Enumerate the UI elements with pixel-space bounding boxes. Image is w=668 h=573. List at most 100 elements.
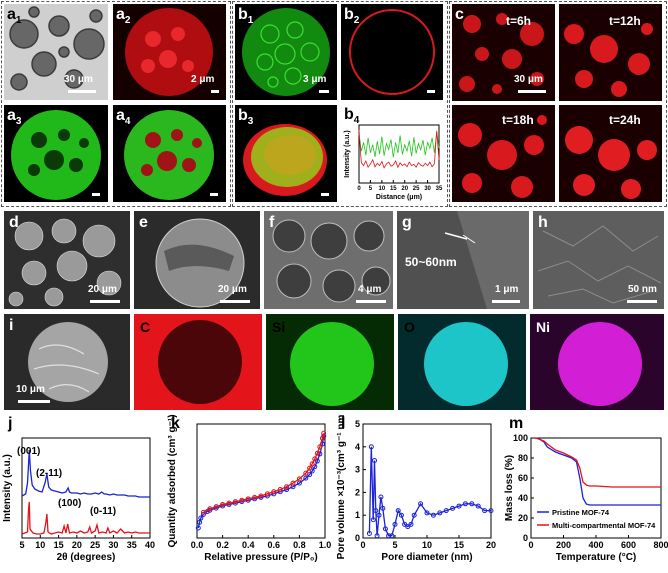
k-series-0 — [197, 435, 325, 529]
b4-xtick-label-4: 20 — [401, 186, 408, 192]
eds-label-ni: Ni — [536, 319, 550, 335]
l-point-0-22 — [437, 510, 443, 516]
eds-label-si: Si — [272, 319, 286, 335]
group-a — [1, 1, 231, 207]
label-b4: b4 — [344, 106, 360, 127]
eds-map-si: Si — [266, 314, 394, 410]
panel-c-t18: t=18h — [452, 105, 555, 202]
k-point-1-22 — [207, 506, 213, 512]
j-series-1 — [21, 501, 150, 535]
k-point-0-23 — [312, 464, 318, 470]
j-xtick-label-7: 40 — [145, 540, 155, 550]
l-point-0-2 — [370, 517, 376, 523]
l-point-0-0 — [366, 530, 372, 536]
m-legend-label-1: Multi-compartmental MOF-74 — [552, 521, 656, 530]
j-annotation-1: (2-11) — [36, 468, 62, 479]
scalebar-g — [492, 300, 520, 303]
k-xtick-label-2: 0.4 — [242, 540, 255, 550]
l-point-0-12 — [392, 521, 398, 527]
i-micrograph — [4, 314, 130, 410]
l-point-0-9 — [382, 526, 388, 532]
l-point-0-24 — [450, 505, 456, 511]
panel-b3: b3 — [235, 105, 337, 202]
k-point-1-17 — [239, 497, 245, 503]
l-ytick-label-0: 0 — [355, 533, 360, 543]
time-label-t6: t=6h — [506, 14, 532, 28]
scalebar-label-c: 30 μm — [514, 74, 543, 85]
b3-micrograph — [243, 124, 327, 196]
k-xlabel: Relative pressure (P/P₀) — [204, 552, 317, 563]
j-ylabel: Intensity (a.u.) — [2, 454, 13, 522]
panel-i: i 10 μm — [4, 314, 130, 410]
k-point-0-22 — [309, 468, 315, 474]
panel-b1: b1 3 μm — [235, 4, 337, 100]
b4-xlabel: Distance (μm) — [376, 194, 422, 201]
panel-g: g 50~60nm 1 μm — [397, 211, 529, 309]
l-point-0-25 — [456, 503, 462, 509]
c-t6-micrograph — [459, 13, 544, 94]
b4-xtick-label-2: 10 — [379, 186, 386, 192]
b4-xtick-label-7: 35 — [436, 186, 443, 192]
d-micrograph — [4, 211, 130, 309]
j-annotation-2: (100) — [58, 498, 81, 509]
a3-micrograph — [11, 110, 101, 200]
l-point-0-27 — [469, 501, 475, 507]
scalebar-a1 — [68, 90, 96, 93]
m-series-0 — [534, 437, 661, 506]
k-point-1-16 — [245, 496, 251, 502]
k-point-1-11 — [277, 487, 283, 493]
label-c: c — [455, 6, 464, 23]
l-point-0-23 — [443, 508, 449, 514]
l-ytick-label-2: 2 — [355, 487, 360, 497]
panel-c-t12: t=12h — [559, 4, 662, 101]
m-ylabel: Mass loss (%) — [504, 455, 515, 521]
scalebar-f — [356, 300, 386, 303]
l-point-0-3 — [372, 457, 378, 463]
l-point-0-20 — [424, 510, 430, 516]
l-point-0-28 — [475, 503, 481, 509]
chart-m: 0 200 400 600 800 0 20 40 60 80 100 Temperature (°C… — [504, 433, 668, 563]
l-point-0-18 — [411, 512, 417, 518]
j-xtick-label-5: 30 — [108, 540, 118, 550]
k-point-1-4 — [312, 456, 318, 462]
g-micrograph — [397, 211, 529, 309]
scalebar-b1 — [319, 90, 329, 93]
time-label-t18: t=18h — [502, 113, 534, 127]
eds-si-micrograph — [266, 314, 394, 410]
m-ytick-label-2: 40 — [518, 493, 528, 503]
k-point-0-3 — [200, 511, 206, 517]
j-xtick-label-1: 10 — [35, 540, 45, 550]
scalebar-e — [220, 300, 250, 303]
j-annotation-0: (001) — [17, 446, 40, 457]
time-label-t12: t=12h — [609, 14, 641, 28]
j-annotation-3: (0-11) — [90, 506, 116, 517]
group-b — [232, 1, 448, 207]
b4-series-1 — [358, 129, 440, 169]
f-micrograph — [264, 211, 393, 309]
eds-label-o: O — [404, 319, 415, 335]
k-point-0-20 — [303, 475, 309, 481]
l-xtick-label-0: 0 — [360, 540, 365, 550]
scalebar-label-a2: 2 μm — [191, 74, 215, 85]
a2-micrograph — [125, 8, 213, 96]
b4-ylabel: Intensity (a.u.) — [344, 130, 351, 177]
b4-xtick-label-3: 15 — [390, 186, 397, 192]
g-annotation: 50~60nm — [405, 255, 457, 269]
m-series-1 — [534, 437, 661, 488]
l-point-0-11 — [389, 533, 395, 539]
scalebar-label-a1: 30 μm — [64, 74, 93, 85]
k-point-0-2 — [198, 515, 204, 521]
k-point-0-0 — [195, 525, 201, 531]
b4-line-chart: 0 5 10 15 20 25 30 35 Distance (μm) Intensity (a.… — [344, 124, 443, 201]
l-xtick-label-4: 20 — [486, 540, 496, 550]
scalebar-d — [90, 300, 120, 303]
label-h: h — [538, 214, 548, 231]
l-ytick-label-4: 4 — [355, 442, 360, 452]
b4-series-0 — [358, 131, 440, 158]
l-series-0 — [368, 446, 491, 537]
k-xtick-label-5: 1.0 — [319, 540, 331, 550]
m-legend-label-0: Pristine MOF-74 — [552, 508, 610, 517]
l-ylabel: Pore volume ×10⁻³(cm³ g⁻¹ nm⁻¹) — [336, 414, 347, 559]
k-point-1-1 — [319, 435, 325, 441]
b4-xtick-label-1: 5 — [369, 186, 373, 192]
